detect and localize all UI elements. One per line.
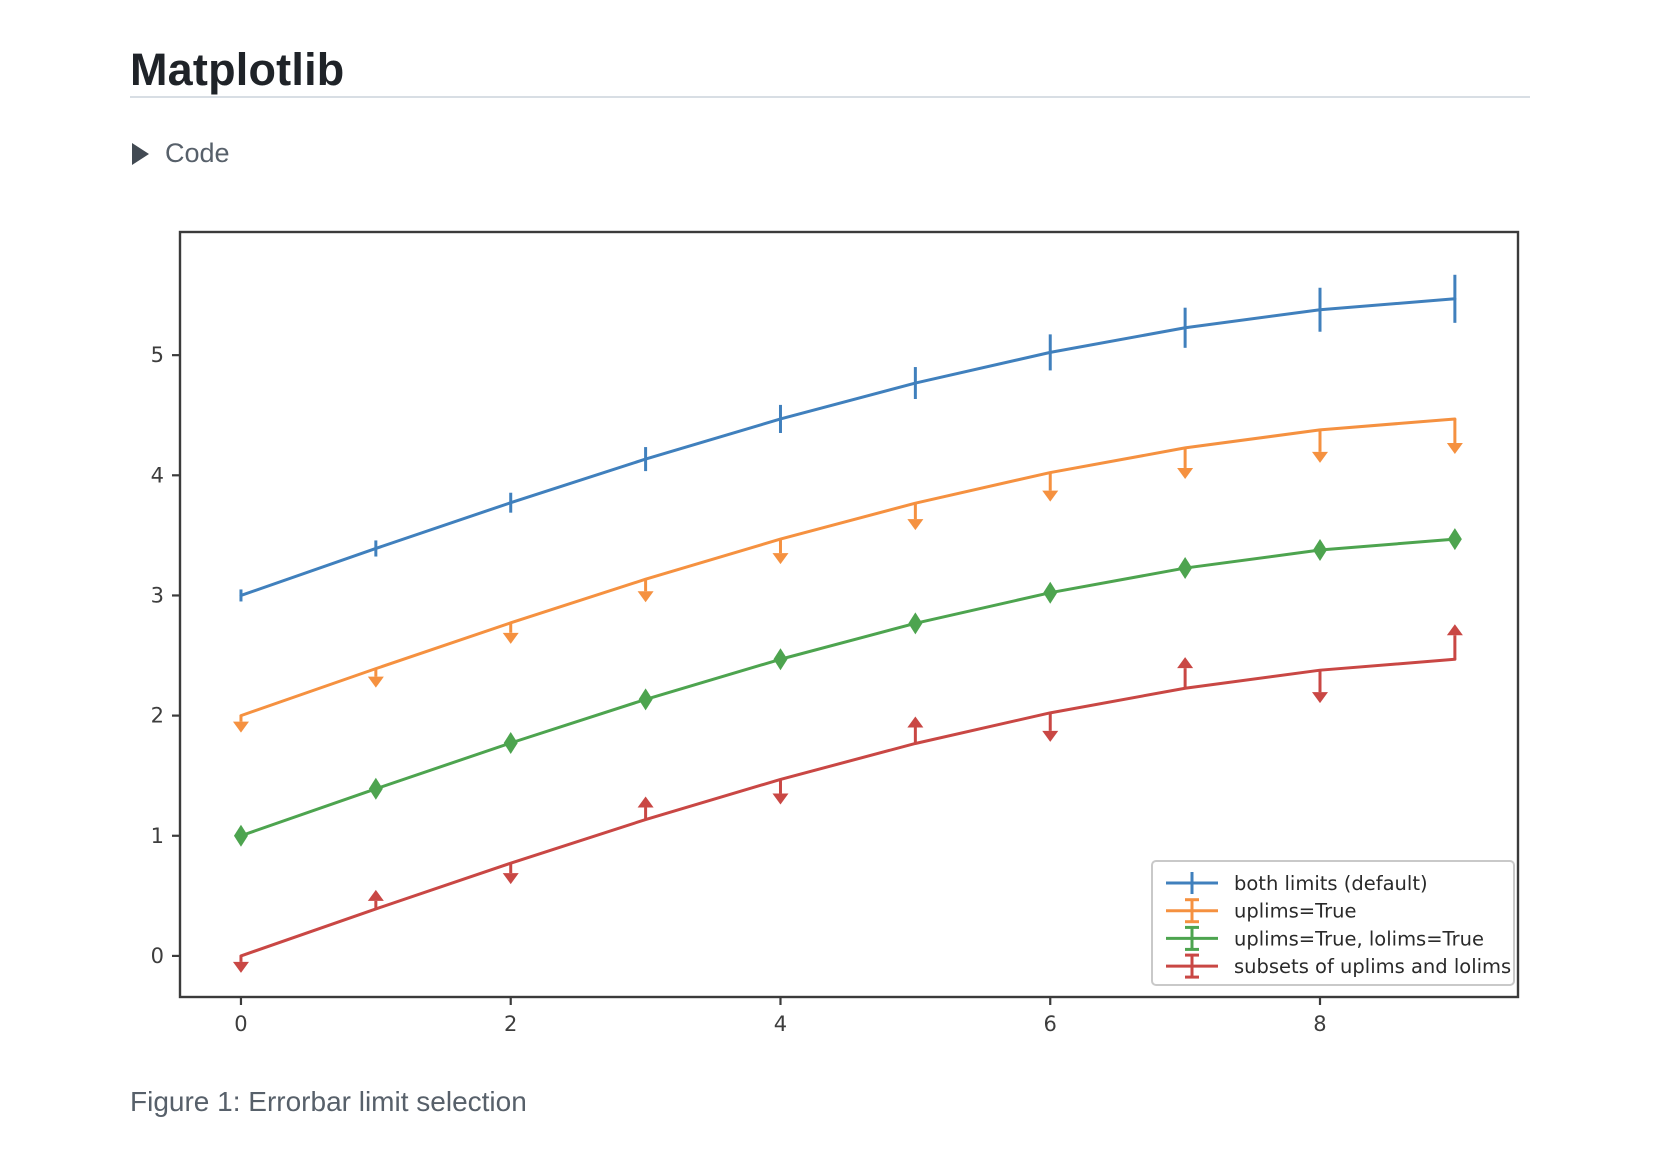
- page-title: Matplotlib: [130, 44, 345, 96]
- code-toggle[interactable]: Code: [132, 138, 230, 169]
- svg-text:0: 0: [151, 944, 164, 968]
- svg-text:0: 0: [234, 1012, 247, 1036]
- figure-caption: Figure 1: Errorbar limit selection: [130, 1086, 527, 1117]
- svg-text:uplims=True, lolims=True: uplims=True, lolims=True: [1234, 927, 1484, 950]
- svg-text:4: 4: [774, 1012, 787, 1036]
- svg-text:uplims=True: uplims=True: [1234, 900, 1356, 923]
- code-toggle-label: Code: [165, 138, 230, 168]
- svg-text:subsets of uplims and lolims: subsets of uplims and lolims: [1234, 955, 1511, 978]
- svg-text:5: 5: [151, 343, 164, 367]
- svg-text:8: 8: [1313, 1012, 1326, 1036]
- svg-text:6: 6: [1044, 1012, 1057, 1036]
- svg-text:1: 1: [151, 824, 164, 848]
- chevron-right-icon: [132, 142, 149, 165]
- chart-legend: both limits (default) uplims=True uplims=T…: [1151, 860, 1515, 986]
- divider: [130, 96, 1530, 98]
- svg-text:2: 2: [151, 704, 164, 728]
- svg-text:4: 4: [151, 463, 164, 487]
- svg-text:both limits (default): both limits (default): [1234, 872, 1428, 895]
- svg-text:3: 3: [151, 583, 164, 607]
- svg-text:2: 2: [504, 1012, 517, 1036]
